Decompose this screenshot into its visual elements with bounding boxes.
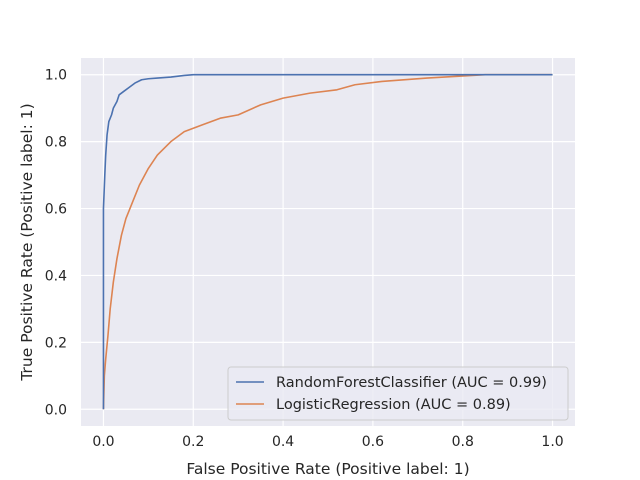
legend-label-logisticregression: LogisticRegression (AUC = 0.89): [276, 397, 511, 413]
y-tick-label: 0.4: [45, 268, 67, 284]
x-tick-label: 0.8: [452, 434, 474, 450]
y-axis-label: True Positive Rate (Positive label: 1): [18, 103, 36, 381]
legend-box: [227, 366, 569, 421]
x-axis-label: False Positive Rate (Positive label: 1): [186, 460, 469, 478]
legend-label-randomforest: RandomForestClassifier (AUC = 0.99): [276, 375, 547, 391]
x-tick-label: 0.0: [92, 434, 114, 450]
x-tick-labels: 0.0 0.2 0.4 0.6 0.8 1.0: [92, 434, 563, 450]
x-tick-label: 0.2: [182, 434, 204, 450]
series-lines: [102, 73, 553, 410]
y-tick-label: 1.0: [45, 68, 67, 84]
plot-area: [81, 58, 575, 426]
y-tick-label: 0.8: [45, 135, 67, 151]
y-tick-labels: 0.0 0.2 0.4 0.6 0.8 1.0: [45, 68, 67, 419]
series-line-randomforest: [102, 73, 553, 410]
y-tick-label: 0.6: [45, 202, 67, 218]
x-tick-label: 1.0: [541, 434, 563, 450]
series-line-logisticregression: [102, 73, 553, 410]
grid: [81, 58, 575, 426]
x-tick-label: 0.6: [362, 434, 384, 450]
y-tick-label: 0.0: [45, 402, 67, 418]
y-tick-label: 0.2: [45, 335, 67, 351]
x-tick-label: 0.4: [272, 434, 294, 450]
legend: RandomForestClassifier (AUC = 0.99) Logi…: [227, 366, 569, 421]
